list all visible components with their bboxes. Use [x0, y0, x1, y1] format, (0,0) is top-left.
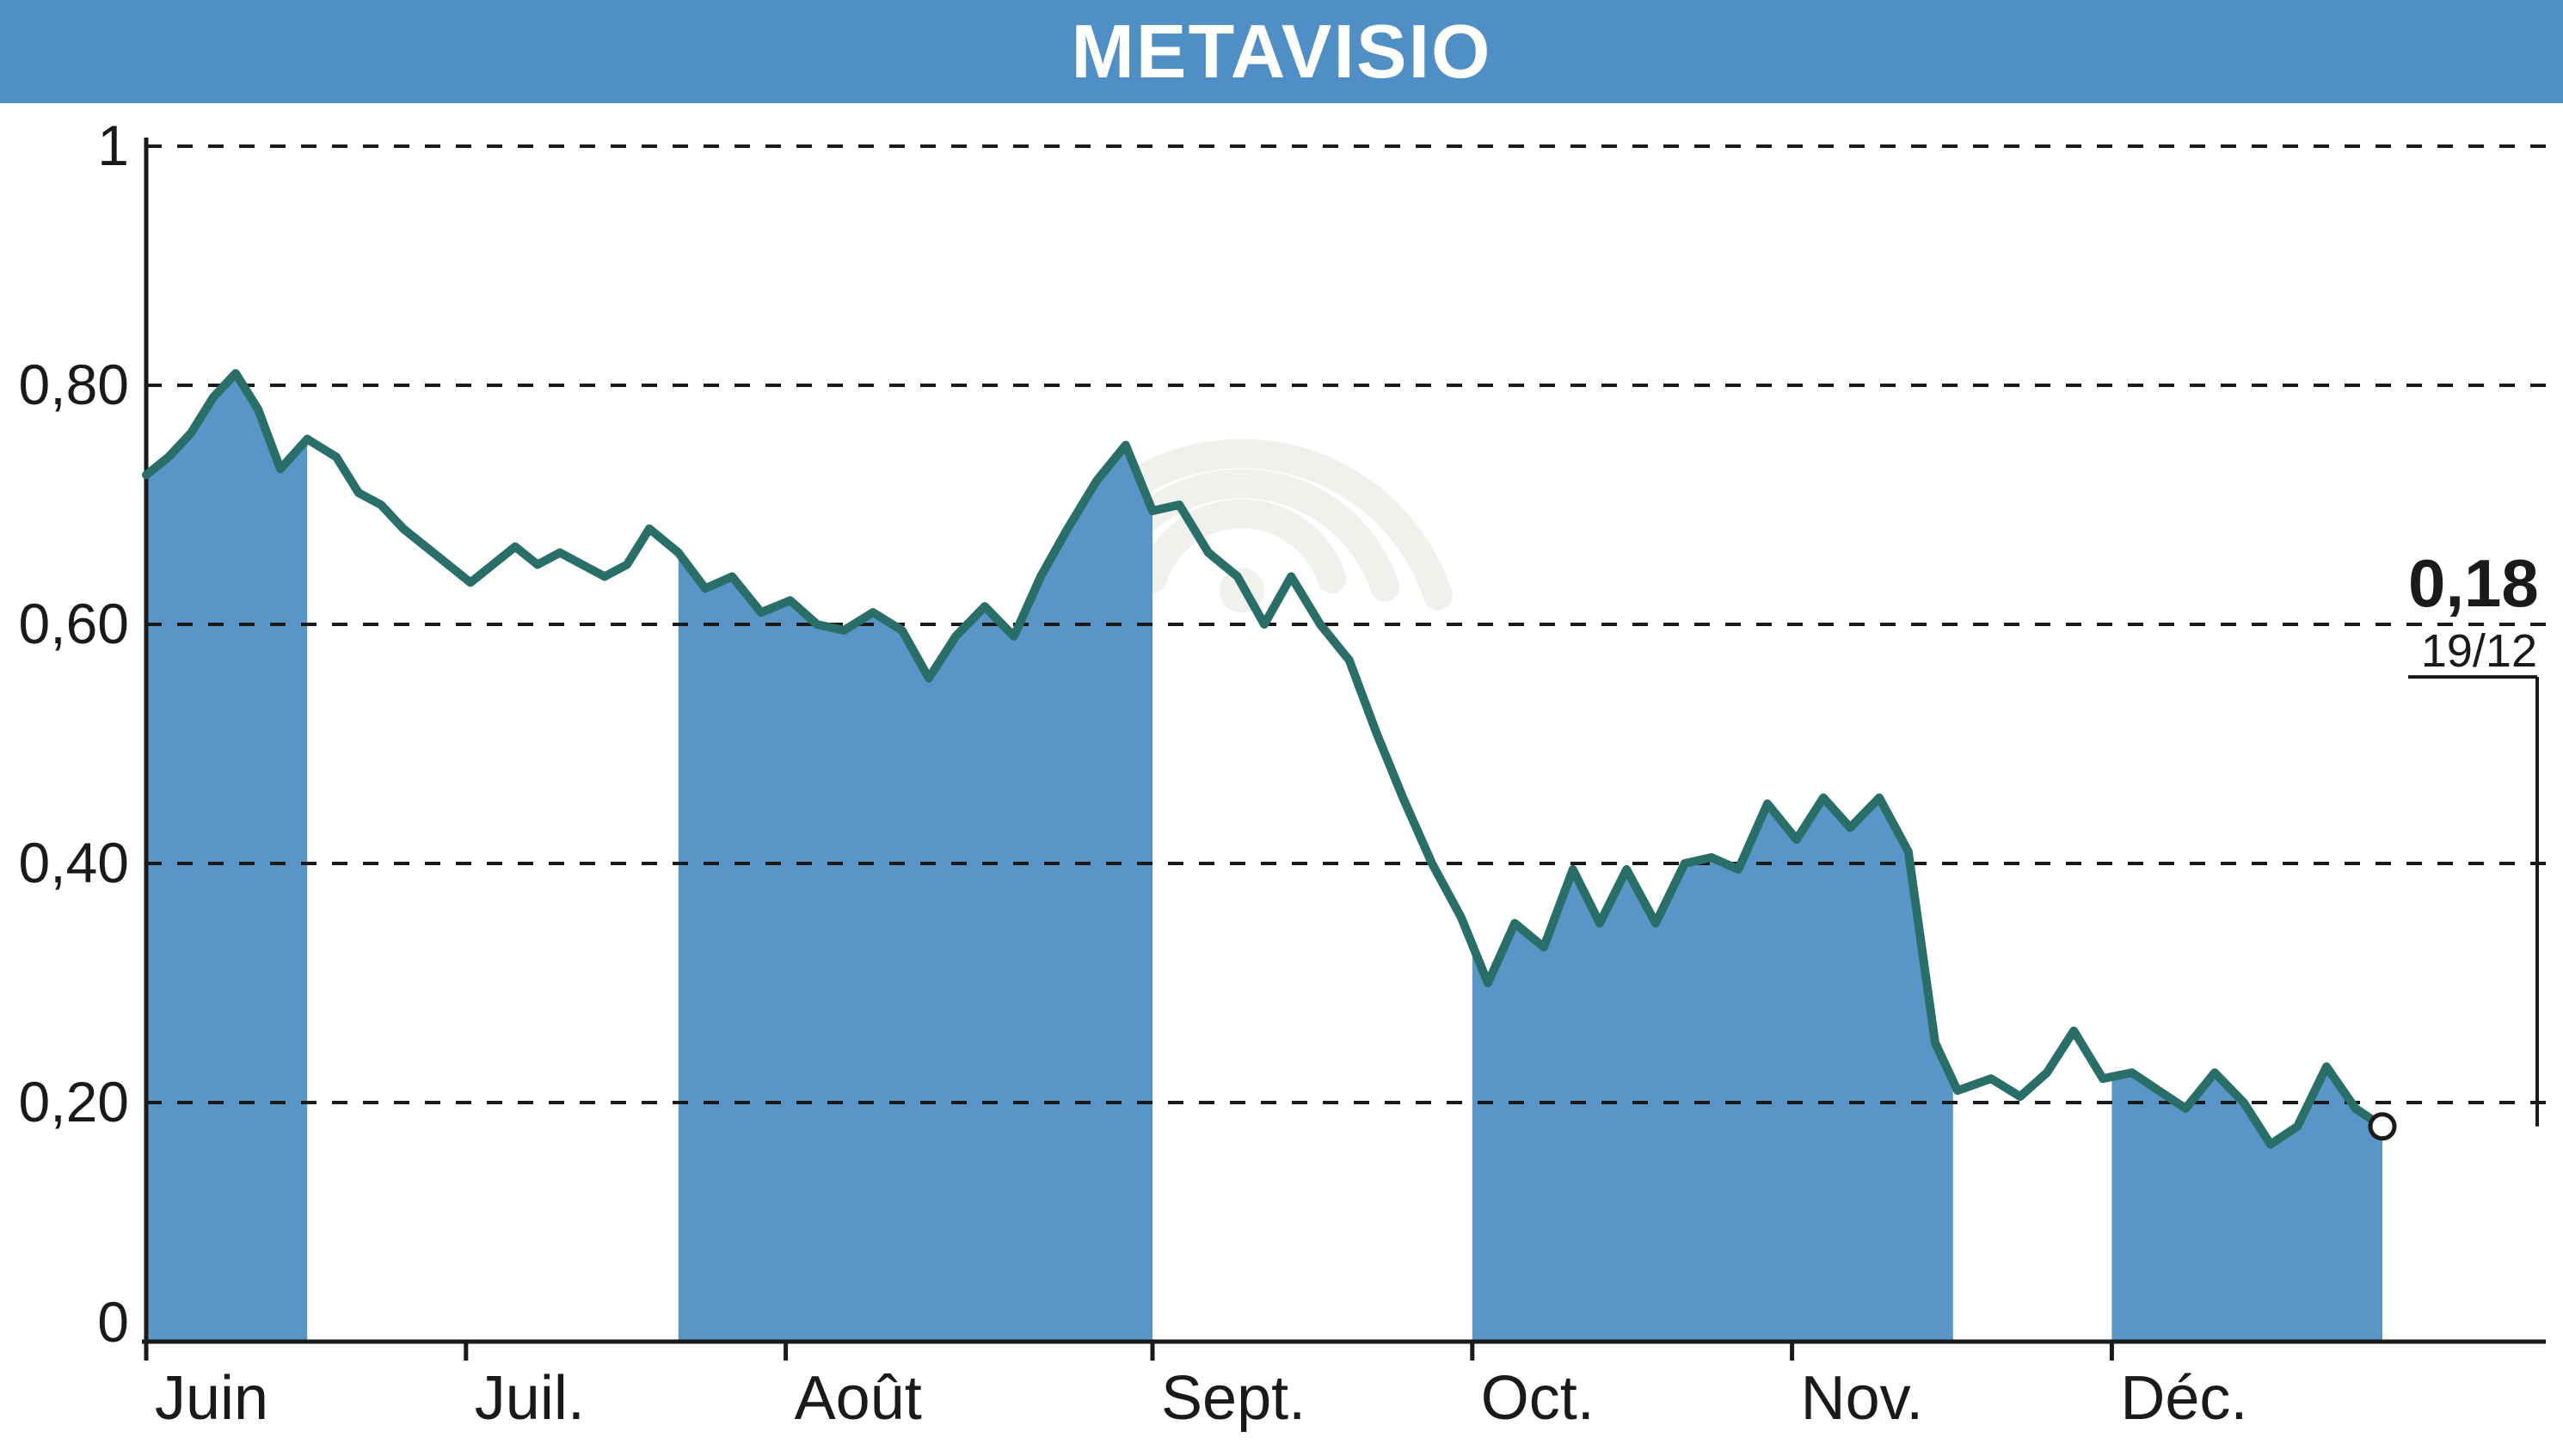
y-tick-label: 0,20 — [19, 1070, 129, 1133]
x-tick-label: Nov. — [1801, 1364, 1924, 1433]
chart-svg: 0 0,20 0,40 0,60 0,80 1 Juin Juil. Août Sept. Oct.… — [0, 103, 2563, 1456]
y-tick-label: 1 — [97, 114, 129, 177]
chart-title-text: METAVISIO — [1072, 9, 1492, 94]
y-tick-label: 0 — [97, 1290, 129, 1354]
last-date-label: 19/12 — [2421, 625, 2537, 677]
y-tick-label: 0,80 — [19, 353, 129, 416]
x-tick-label: Oct. — [1481, 1364, 1595, 1433]
x-tick-label: Août — [795, 1364, 922, 1433]
x-tick-label: Sept. — [1161, 1364, 1306, 1433]
y-tick-label: 0,40 — [19, 831, 129, 894]
last-point-marker — [2370, 1115, 2394, 1139]
y-tick-label: 0,60 — [19, 592, 129, 655]
last-value-label: 0,18 — [2408, 545, 2539, 621]
x-tick-label: Déc. — [2120, 1364, 2247, 1433]
x-tick-label: Juil. — [475, 1364, 585, 1433]
month-shade-band — [1472, 798, 1953, 1342]
chart-title-bar: METAVISIO — [0, 0, 2563, 103]
month-shade-band — [679, 445, 1152, 1342]
chart-container: METAVISIO 0 0,20 0,40 0,60 0,80 1 Juin Juil. Aoû… — [0, 0, 2563, 1456]
month-shade-band — [146, 373, 307, 1342]
chart-plot-area: 0 0,20 0,40 0,60 0,80 1 Juin Juil. Août Sept. Oct.… — [0, 103, 2563, 1456]
x-tick-label: Juin — [155, 1364, 268, 1433]
